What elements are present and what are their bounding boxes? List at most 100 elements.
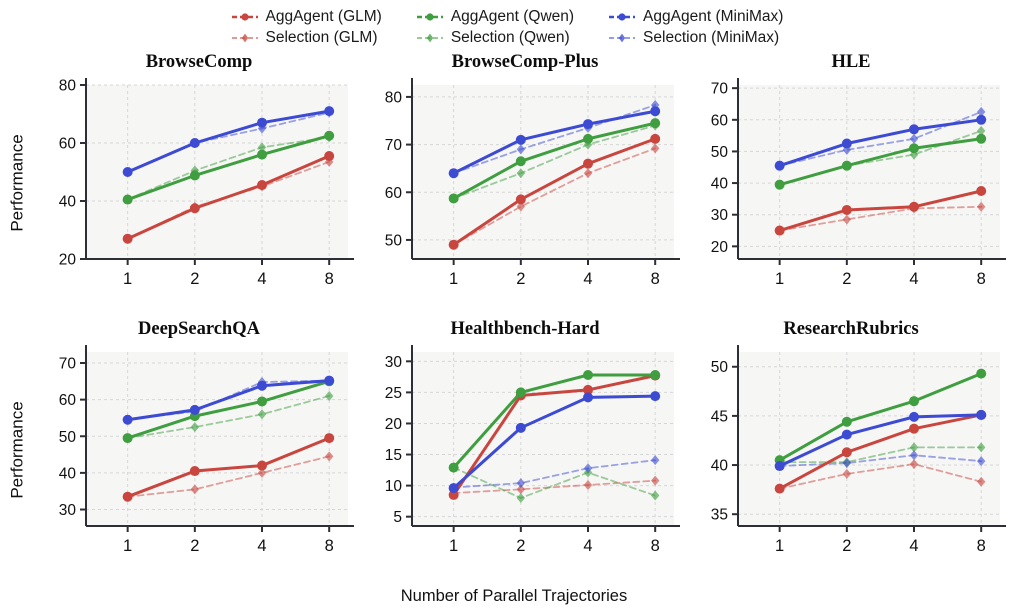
series-line-aggagent-minimax	[126, 379, 331, 422]
series-line-selection-glm	[452, 147, 657, 246]
data-point-aggagent-qwen	[841, 160, 852, 171]
x-tick-label: 1	[449, 537, 458, 555]
data-point-aggagent-glm	[774, 483, 785, 494]
y-tick-label: 40	[59, 465, 77, 482]
x-tick-label: 8	[325, 537, 334, 555]
y-tick-label: 70	[385, 137, 403, 154]
data-point-selection-qwen	[257, 409, 267, 420]
dashed-line-diamond-marker-icon	[416, 33, 443, 43]
x-tick-label: 1	[123, 537, 132, 555]
data-point-selection-glm	[909, 459, 919, 470]
data-point-aggagent-qwen	[122, 194, 133, 205]
data-point-aggagent-qwen	[448, 462, 459, 473]
data-point-selection-minimax	[909, 450, 919, 461]
data-point-selection-glm	[190, 484, 200, 495]
data-point-aggagent-minimax	[257, 380, 268, 391]
series-line-aggagent-glm	[126, 436, 331, 499]
data-point-aggagent-qwen	[583, 133, 594, 144]
subplot-title: DeepSearchQA	[138, 319, 260, 339]
chart-canvas-deepsearchqa: 30 40 50 60 70 1 2 4 8	[59, 345, 354, 555]
series-line-selection-qwen	[778, 446, 983, 464]
x-tick-label: 2	[842, 270, 851, 288]
legend-label: Selection (GLM)	[265, 29, 378, 46]
data-point-aggagent-glm	[583, 158, 594, 169]
data-point-aggagent-qwen	[774, 179, 785, 190]
data-point-aggagent-glm	[909, 201, 920, 212]
series-line-selection-minimax	[452, 104, 657, 175]
series-line-aggagent-glm	[126, 154, 331, 241]
subplot-title: Healthbench-Hard	[450, 319, 600, 339]
x-axis-label: Number of Parallel Trajectories	[400, 587, 628, 605]
data-point-aggagent-minimax	[909, 411, 920, 422]
solid-line-circle-marker-icon	[416, 13, 443, 21]
y-tick-label: 70	[711, 81, 729, 98]
data-point-selection-glm	[583, 479, 593, 490]
series-line-aggagent-minimax	[778, 118, 983, 168]
y-tick-label: 15	[385, 447, 402, 464]
dashed-line-diamond-marker-icon	[231, 33, 258, 43]
x-tick-label: 1	[123, 270, 132, 288]
data-point-aggagent-glm	[324, 433, 335, 444]
series-line-aggagent-minimax	[452, 394, 657, 490]
data-point-selection-minimax	[909, 133, 919, 144]
legend-label: Selection (MiniMax)	[643, 29, 780, 46]
subplot-browsecomp-plus: BrowseComp-Plus 50 60 70 80 1 2 4 8	[362, 49, 688, 316]
data-point-aggagent-qwen	[122, 433, 133, 444]
series-line-aggagent-qwen	[778, 372, 983, 462]
series-line-aggagent-minimax	[778, 413, 983, 468]
series-line-aggagent-qwen	[452, 373, 657, 470]
data-point-aggagent-minimax	[841, 429, 852, 440]
series-line-aggagent-minimax	[126, 109, 331, 174]
series-line-aggagent-qwen	[126, 379, 331, 440]
data-point-aggagent-glm	[122, 233, 133, 244]
data-point-aggagent-minimax	[324, 375, 335, 386]
data-point-aggagent-qwen	[515, 156, 526, 167]
chart-canvas-researchrubrics: 35 40 45 50 1 2 4 8	[711, 345, 1006, 555]
data-point-aggagent-glm	[976, 185, 987, 196]
subplot-title: ResearchRubrics	[783, 319, 919, 339]
y-tick-label: 20	[59, 252, 77, 269]
data-point-aggagent-minimax	[122, 167, 133, 177]
y-tick-label: 40	[711, 458, 729, 475]
data-point-aggagent-glm	[324, 151, 335, 162]
legend-item-aggagent-qwen: AggAgent (Qwen)	[416, 8, 574, 26]
x-tick-label: 2	[842, 537, 851, 555]
y-tick-label: 20	[711, 239, 729, 256]
data-point-aggagent-glm	[257, 460, 268, 471]
legend-item-selection-glm: Selection (GLM)	[231, 29, 382, 47]
legend-label: AggAgent (MiniMax)	[643, 8, 784, 25]
y-tick-label: 70	[59, 355, 77, 372]
data-point-aggagent-minimax	[841, 138, 852, 149]
legend-item-selection-minimax: Selection (MiniMax)	[608, 29, 783, 47]
ylabel-cell-row2: Performance	[0, 316, 36, 583]
data-point-aggagent-minimax	[976, 114, 987, 125]
legend-item-selection-qwen: Selection (Qwen)	[416, 29, 574, 47]
data-point-aggagent-qwen	[976, 133, 987, 144]
x-tick-label: 8	[977, 537, 986, 555]
data-point-selection-qwen	[257, 142, 267, 153]
data-point-selection-minimax	[583, 463, 593, 474]
y-tick-label: 60	[385, 185, 403, 202]
x-tick-label: 2	[516, 537, 525, 555]
data-point-aggagent-minimax	[257, 117, 268, 128]
series-line-aggagent-minimax	[452, 109, 657, 175]
series-line-aggagent-qwen	[452, 121, 657, 200]
series-line-selection-glm	[778, 463, 983, 490]
data-point-aggagent-minimax	[583, 392, 594, 403]
data-point-aggagent-qwen	[257, 149, 268, 160]
data-point-aggagent-minimax	[515, 422, 526, 433]
y-tick-label: 45	[711, 408, 728, 425]
subplot-deepsearchqa: DeepSearchQA 30 40 50 60 70 1 2 4 8	[36, 316, 362, 583]
data-point-aggagent-minimax	[774, 160, 785, 171]
y-axis-label-row1: Performance	[8, 133, 28, 232]
data-point-aggagent-qwen	[189, 170, 200, 181]
series-line-selection-qwen	[452, 466, 657, 499]
y-tick-label: 30	[59, 502, 77, 519]
data-point-aggagent-minimax	[774, 461, 785, 472]
y-tick-label: 50	[711, 144, 729, 161]
y-tick-label: 5	[393, 509, 402, 526]
subplot-grid: Performance BrowseComp 20 40 60 80 1 2 4 8 Brow…	[0, 49, 1014, 583]
legend-item-aggagent-glm: AggAgent (GLM)	[231, 8, 382, 26]
subplot-title: HLE	[831, 52, 871, 72]
subplot-researchrubrics: ResearchRubrics 35 40 45 50 1 2 4 8	[688, 316, 1014, 583]
